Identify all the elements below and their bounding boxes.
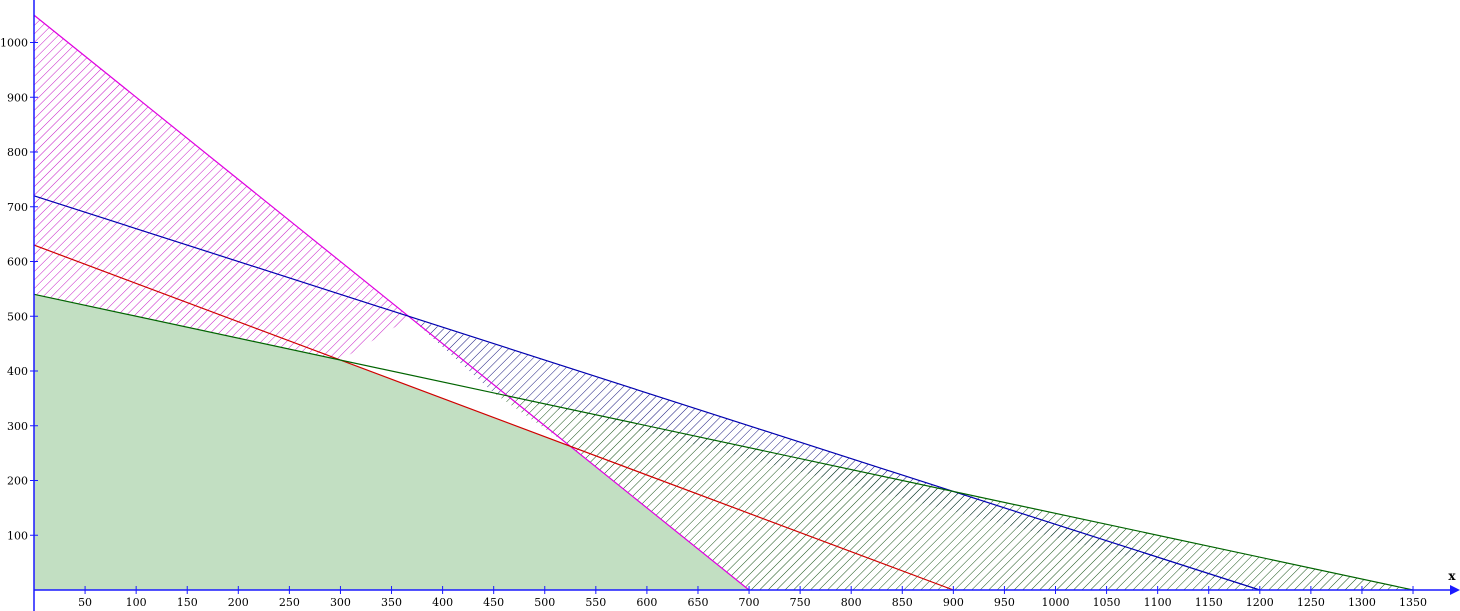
x-tick-label: 500	[534, 596, 555, 609]
x-tick-label: 1100	[1144, 596, 1172, 609]
x-tick-label: 700	[739, 596, 760, 609]
x-tick-label: 800	[841, 596, 862, 609]
constraint-lines	[33, 14, 1414, 591]
x-tick-label: 900	[943, 596, 964, 609]
constraint-line-4	[33, 293, 1414, 591]
x-tick-label: 200	[228, 596, 249, 609]
x-tick-label: 950	[994, 596, 1015, 609]
x-axis-label: x	[1448, 569, 1456, 583]
y-tick-label: 100	[7, 529, 28, 542]
x-tick-label: 300	[330, 596, 351, 609]
ticks: 50 100 150 200 250 300 350 400 450 500 550 600 650 70…	[0, 37, 1456, 610]
y-tick-label: 800	[7, 146, 28, 159]
feasible-region	[34, 294, 750, 590]
x-tick-label: 400	[432, 596, 453, 609]
x-tick-label: 1350	[1399, 596, 1427, 609]
y-tick-label: 500	[7, 310, 28, 323]
y-tick-label: 1000	[0, 37, 28, 50]
constraint-line-2	[33, 195, 1260, 591]
x-tick-label: 1200	[1246, 596, 1274, 609]
x-tick-label: 1050	[1093, 596, 1121, 609]
x-tick-label: 250	[279, 596, 300, 609]
y-tick-label: 300	[7, 420, 28, 433]
x-tick-label: 1250	[1297, 596, 1325, 609]
constraint-line-1	[33, 14, 750, 591]
y-tick-label: 700	[7, 201, 28, 214]
y-tick-label: 400	[7, 365, 28, 378]
x-tick-label: 550	[585, 596, 606, 609]
x-tick-label: 100	[126, 596, 147, 609]
x-tick-label: 1300	[1348, 596, 1376, 609]
y-tick-label: 600	[7, 256, 28, 269]
hatched-region-1	[34, 15, 411, 361]
x-tick-label: 850	[892, 596, 913, 609]
x-axis-arrow	[1450, 585, 1460, 595]
axes	[33, 0, 1460, 611]
x-tick-label: 1150	[1195, 596, 1223, 609]
x-tick-label: 350	[381, 596, 402, 609]
x-tick-label: 600	[636, 596, 657, 609]
x-tick-label: 1000	[1042, 596, 1070, 609]
constraint-line-3	[33, 244, 954, 591]
x-tick-label: 150	[177, 596, 198, 609]
x-tick-label: 450	[483, 596, 504, 609]
x-tick-label: 650	[687, 596, 708, 609]
y-tick-label: 900	[7, 91, 28, 104]
x-tick-label: 50	[78, 596, 92, 609]
y-tick-label: 200	[7, 475, 28, 488]
x-tick-label: 750	[790, 596, 811, 609]
